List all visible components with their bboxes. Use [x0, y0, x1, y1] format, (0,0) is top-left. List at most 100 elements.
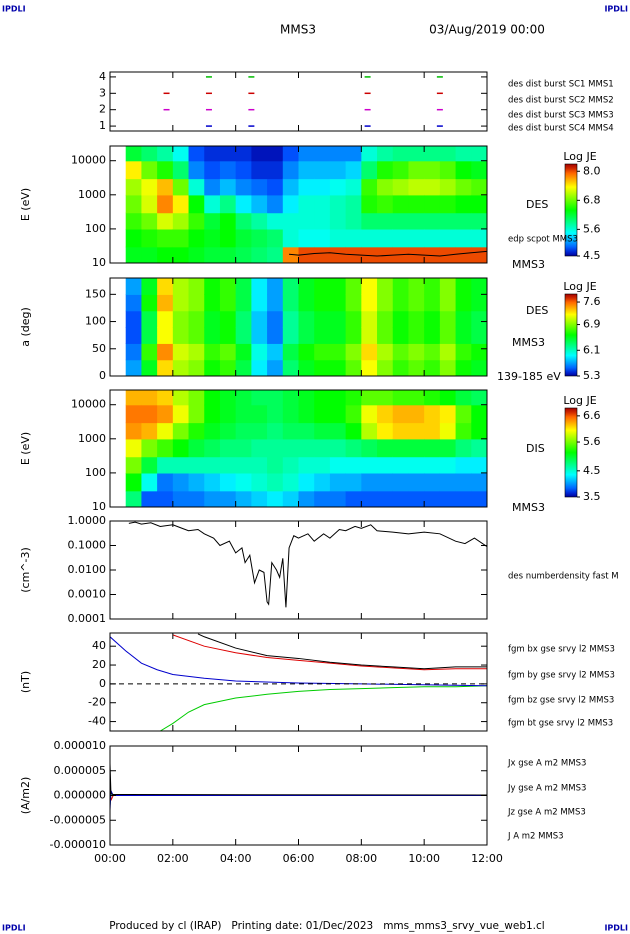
heatmap-cell — [267, 294, 284, 312]
heatmap-cell — [377, 246, 394, 263]
y-tick-label: 0.0100 — [68, 563, 107, 576]
heatmap-cell — [204, 194, 221, 214]
heatmap-cell — [345, 438, 362, 458]
y-axis-label: (cm^-3) — [19, 547, 32, 593]
heatmap-cell — [361, 246, 378, 263]
heatmap-cell — [345, 310, 362, 328]
heatmap-cell — [235, 160, 252, 180]
heatmap-cell — [424, 278, 441, 295]
heatmap-cell — [157, 294, 174, 312]
heatmap-cell — [172, 422, 190, 440]
heatmap-cell — [219, 472, 237, 492]
heatmap-cell — [471, 194, 487, 214]
y-tick-label: 10000 — [71, 398, 106, 411]
heatmap-cell — [282, 212, 300, 230]
heatmap-cell — [251, 146, 268, 162]
heatmap-cell — [235, 327, 252, 344]
heatmap-cell — [439, 359, 457, 376]
annotation: 139-185 eV — [497, 370, 561, 383]
heatmap-cell — [471, 404, 487, 424]
heatmap-cell — [392, 456, 410, 474]
y-tick-label: 1000 — [78, 432, 106, 445]
heatmap-cell — [455, 343, 472, 361]
heatmap-cell — [377, 343, 394, 361]
heatmap-cell — [282, 327, 300, 344]
heatmap-cell — [141, 146, 158, 162]
heatmap-cell — [329, 422, 347, 440]
heatmap-cell — [251, 456, 268, 474]
series-line — [128, 521, 487, 608]
heatmap-cell — [157, 343, 174, 361]
heatmap-cell — [204, 178, 221, 196]
heatmap-cell — [298, 422, 315, 440]
heatmap-cell — [329, 390, 347, 406]
heatmap-cell — [329, 160, 347, 180]
heatmap-cell — [251, 278, 268, 295]
heatmap-cell — [408, 359, 425, 376]
heatmap-cell — [361, 278, 378, 295]
legend-entry: Jy gse A m2 MMS3 — [507, 784, 586, 794]
heatmap-cell — [235, 490, 252, 507]
heatmap-cell — [298, 359, 315, 376]
colorbar-tick-label: 6.1 — [583, 343, 601, 356]
heatmap-cell — [408, 310, 425, 328]
heatmap-cell — [471, 228, 487, 248]
heatmap-cell — [329, 327, 347, 344]
heatmap-cell — [141, 212, 158, 230]
heatmap-cell — [345, 456, 362, 474]
heatmap-cell — [188, 456, 205, 474]
y-tick-label: 0.1000 — [68, 539, 107, 552]
heatmap-cell — [141, 160, 158, 180]
heatmap-cell — [298, 212, 315, 230]
annotation: MMS3 — [512, 501, 545, 514]
colorbar-tick-label: 6.9 — [583, 318, 601, 331]
heatmap-cell — [157, 404, 174, 424]
heatmap-cell — [361, 472, 378, 492]
heatmap-cell — [219, 456, 237, 474]
heatmap-cell — [439, 456, 457, 474]
colorbar-tick-label: 8.0 — [583, 164, 601, 177]
heatmap-cell — [219, 310, 237, 328]
y-tick-label: 10000 — [71, 154, 106, 167]
heatmap-cell — [408, 422, 425, 440]
heatmap-cell — [345, 404, 362, 424]
y-tick-label: 1 — [99, 119, 106, 132]
y-tick-label: 0.000000 — [54, 789, 107, 802]
plot-area — [125, 278, 487, 376]
heatmap-cell — [235, 194, 252, 214]
heatmap-cell — [314, 422, 331, 440]
heatmap-cell — [392, 438, 410, 458]
heatmap-cell — [188, 310, 205, 328]
heatmap-cell — [219, 160, 237, 180]
heatmap-cell — [172, 146, 190, 162]
heatmap-cell — [298, 456, 315, 474]
heatmap-cell — [455, 404, 472, 424]
heatmap-cell — [455, 456, 472, 474]
heatmap-cell — [267, 490, 284, 507]
heatmap-cell — [439, 212, 457, 230]
y-tick-label: 0 — [99, 369, 106, 382]
heatmap-cell — [125, 359, 143, 376]
heatmap-cell — [439, 490, 457, 507]
panel: des dist burst SC1 MMS1 des dist burst SC… — [99, 70, 614, 134]
y-tick-label: 0.000005 — [54, 764, 107, 777]
heatmap-cell — [298, 310, 315, 328]
heatmap-cell — [424, 359, 441, 376]
heatmap-cell — [392, 212, 410, 230]
heatmap-cell — [251, 228, 268, 248]
colorbar-tick-label: 6.6 — [583, 409, 601, 422]
heatmap-cell — [424, 422, 441, 440]
heatmap-cell — [235, 456, 252, 474]
heatmap-cell — [125, 194, 143, 214]
heatmap-cell — [219, 278, 237, 295]
heatmap-cell — [282, 472, 300, 492]
heatmap-cell — [345, 359, 362, 376]
heatmap-cell — [267, 327, 284, 344]
heatmap-cell — [172, 212, 190, 230]
heatmap-cell — [298, 228, 315, 248]
heatmap-cell — [455, 390, 472, 406]
heatmap-cell — [424, 472, 441, 492]
heatmap-cell — [471, 294, 487, 312]
heatmap-cell — [204, 212, 221, 230]
